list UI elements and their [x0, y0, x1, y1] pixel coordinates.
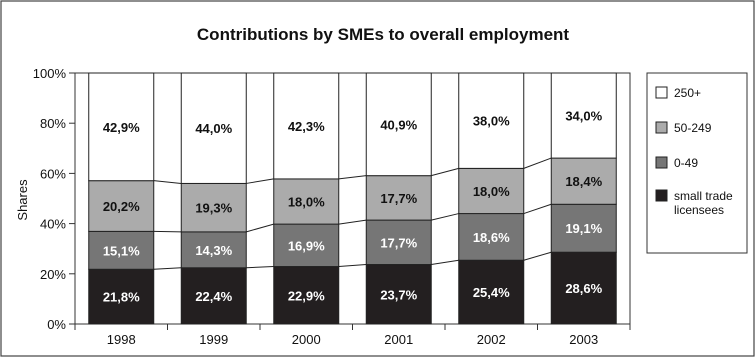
bar-segment: [365, 72, 432, 177]
data-label: 22,9%: [288, 288, 325, 303]
y-tick-label: 40%: [40, 217, 66, 232]
data-label: 15,1%: [103, 243, 140, 258]
bar-group-1998: 21,8% 15,1% 20,2% 42,9%: [88, 72, 155, 325]
series-line: [523, 251, 552, 261]
data-label: 18,0%: [288, 195, 325, 210]
legend-swatch: [655, 121, 668, 134]
bar-group-2001: 23,7% 17,7% 17,7% 40,9%: [365, 72, 432, 325]
series-line: [523, 203, 552, 215]
legend-label: small trade: [674, 189, 733, 203]
data-label: 42,3%: [288, 119, 325, 134]
data-label: 40,9%: [380, 117, 417, 132]
data-label: 17,7%: [380, 235, 417, 250]
y-tick-label: 0%: [47, 317, 66, 332]
data-label: 14,3%: [195, 243, 232, 258]
series-line: [246, 178, 274, 184]
bar-group-1999: 22,4% 14,3% 19,3% 44,0%: [180, 72, 247, 325]
legend-label: licensees: [674, 203, 724, 217]
legend-swatch: [655, 156, 668, 169]
data-label: 18,4%: [565, 174, 602, 189]
data-label: 22,4%: [195, 289, 232, 304]
bar-segment: [273, 72, 340, 180]
plot-area: 0% 20% 40% 60% 80% 100% 21,8% 15,1% 20,2% 42,9% 19…: [33, 66, 631, 347]
legend-swatch: [655, 189, 668, 202]
series-line: [523, 157, 552, 169]
bar-segment: [458, 259, 525, 325]
bar-segment: [365, 175, 432, 221]
data-label: 25,4%: [473, 285, 510, 300]
x-tick-label: 2000: [292, 332, 321, 347]
y-tick-label: 80%: [40, 116, 66, 131]
series-line: [246, 266, 274, 269]
bar-segment: [550, 203, 617, 253]
bar-segment: [550, 157, 617, 205]
bar-segment: [458, 72, 525, 169]
series-line: [431, 213, 459, 221]
bar-group-2002: 25,4% 18,6% 18,0% 38,0%: [458, 72, 525, 325]
bar-group-2003: 28,6% 19,1% 18,4% 34,0%: [550, 72, 617, 325]
data-label: 19,3%: [195, 201, 232, 216]
legend-label: 0-49: [674, 156, 698, 170]
bar-group-2000: 22,9% 16,9% 18,0% 42,3%: [273, 72, 340, 325]
x-tick-label: 2001: [384, 332, 413, 347]
series-line: [153, 230, 182, 233]
y-tick-label: 100%: [33, 66, 67, 81]
y-tick-label: 20%: [40, 267, 66, 282]
bar-segment: [550, 72, 617, 159]
data-label: 38,0%: [473, 114, 510, 129]
x-tick-label: 2003: [569, 332, 598, 347]
x-tick-label: 2002: [477, 332, 506, 347]
bar-segment: [273, 266, 340, 325]
data-label: 18,6%: [473, 230, 510, 245]
series-line: [431, 259, 459, 266]
data-label: 44,0%: [195, 121, 232, 136]
bar-segment: [273, 223, 340, 268]
bar-segment: [88, 230, 155, 270]
bar-segment: [88, 180, 155, 232]
data-label: 28,6%: [565, 281, 602, 296]
legend-swatch: [655, 86, 668, 99]
data-label: 23,7%: [380, 287, 417, 302]
data-label: 21,8%: [103, 290, 140, 305]
y-axis-title: Shares: [15, 179, 30, 221]
legend-label: 250+: [674, 86, 701, 100]
y-axis-title-group: Shares: [15, 179, 30, 221]
bar-segment: [88, 72, 155, 182]
bar-segment: [458, 213, 525, 261]
series-line: [153, 180, 182, 184]
bar-segment: [365, 219, 432, 266]
data-label: 19,1%: [565, 221, 602, 236]
bar-segment: [180, 267, 247, 325]
series-line: [153, 267, 182, 270]
series-line: [338, 175, 367, 180]
series-line: [338, 219, 367, 225]
series-line: [431, 167, 459, 177]
bar-segment: [88, 268, 155, 325]
legend-label: 50-249: [674, 121, 712, 135]
data-label: 17,7%: [380, 191, 417, 206]
data-label: 34,0%: [565, 109, 602, 124]
series-line: [246, 223, 274, 233]
y-tick-label: 60%: [40, 166, 66, 181]
bar-segment: [273, 178, 340, 225]
series-line: [338, 264, 367, 268]
data-label: 16,9%: [288, 238, 325, 253]
data-label: 42,9%: [103, 120, 140, 135]
data-label: 18,0%: [473, 184, 510, 199]
bar-segment: [180, 72, 247, 184]
data-label: 20,2%: [103, 199, 140, 214]
x-tick-label: 1998: [107, 332, 136, 347]
chart-title: Contributions by SMEs to overall employm…: [197, 25, 569, 44]
x-tick-label: 1999: [199, 332, 228, 347]
